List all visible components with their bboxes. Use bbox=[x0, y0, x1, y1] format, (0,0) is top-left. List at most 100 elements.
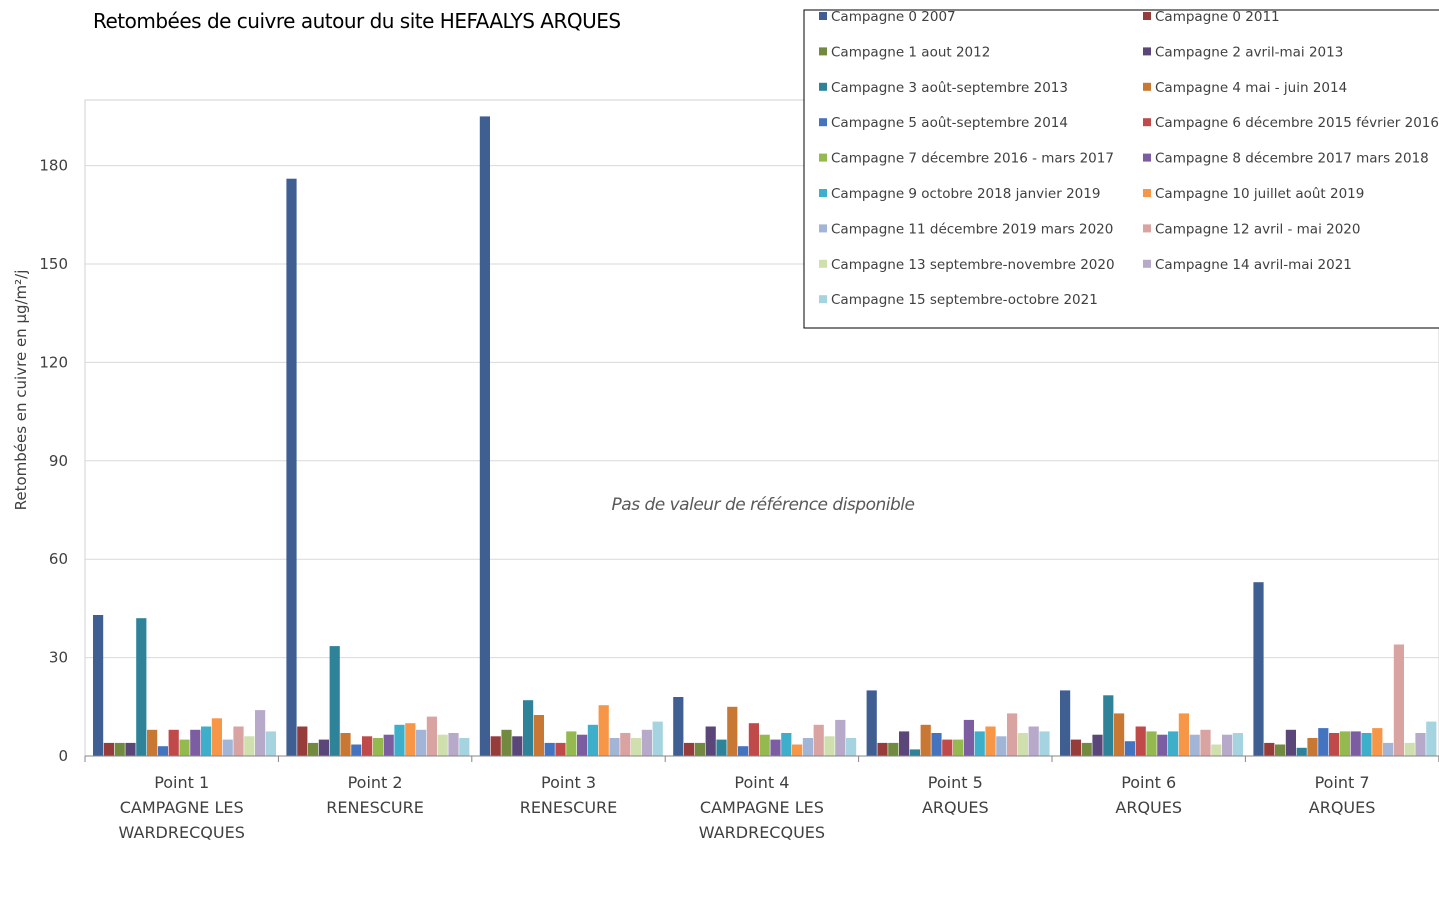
legend-swatch bbox=[819, 47, 827, 56]
bar bbox=[1296, 747, 1307, 756]
bar bbox=[297, 726, 308, 756]
bar bbox=[383, 734, 394, 756]
bar bbox=[308, 742, 319, 756]
legend-label: Campagne 1 aout 2012 bbox=[831, 44, 990, 60]
bar bbox=[147, 729, 158, 756]
legend-swatch bbox=[1143, 82, 1151, 91]
bar bbox=[1039, 731, 1050, 756]
y-tick-label: 120 bbox=[39, 353, 68, 371]
bar bbox=[114, 742, 125, 756]
x-tick-label: Point 7 bbox=[1315, 773, 1370, 792]
bar bbox=[211, 718, 222, 756]
bar bbox=[1114, 713, 1125, 756]
bar bbox=[1307, 738, 1318, 756]
bar bbox=[1350, 731, 1361, 756]
bar bbox=[1222, 734, 1233, 756]
x-tick-label: Point 5 bbox=[928, 773, 983, 792]
bar bbox=[1168, 731, 1179, 756]
legend-label: Campagne 3 août-septembre 2013 bbox=[831, 80, 1068, 96]
bar bbox=[244, 736, 255, 756]
bar bbox=[748, 723, 759, 756]
bar bbox=[157, 746, 168, 756]
legend-label: Campagne 5 août-septembre 2014 bbox=[831, 115, 1068, 131]
legend-label: Campagne 0 2007 bbox=[831, 9, 956, 25]
bar bbox=[1211, 744, 1222, 756]
bar bbox=[533, 715, 544, 756]
legend-swatch bbox=[819, 189, 827, 197]
legend: Campagne 0 2007 Campagne 0 2011 Campagne 1… bbox=[803, 9, 1439, 329]
bar bbox=[673, 697, 684, 756]
legend-label: Campagne 10 juillet août 2019 bbox=[1155, 186, 1364, 202]
bar bbox=[792, 744, 803, 756]
bar bbox=[1070, 739, 1081, 756]
bar bbox=[201, 726, 212, 756]
bar bbox=[813, 724, 824, 756]
x-tick-label: Point 3 bbox=[541, 773, 596, 792]
bar bbox=[996, 736, 1007, 756]
bar bbox=[1372, 728, 1383, 756]
bar bbox=[1081, 742, 1092, 756]
bar bbox=[265, 731, 276, 756]
chart-title: Retombées de cuivre autour du site HEFAA… bbox=[93, 9, 621, 33]
legend-swatch bbox=[1143, 153, 1151, 162]
bar bbox=[577, 734, 588, 756]
annotation-note: Pas de valeur de référence disponible bbox=[612, 495, 915, 515]
legend-swatch bbox=[819, 12, 827, 20]
bar bbox=[394, 724, 405, 756]
bar bbox=[351, 744, 362, 756]
y-tick-label: 60 bbox=[49, 550, 68, 568]
bar bbox=[566, 731, 577, 756]
bar bbox=[255, 710, 266, 756]
bar bbox=[641, 729, 652, 756]
bar bbox=[877, 742, 888, 756]
y-tick-label: 30 bbox=[49, 649, 68, 667]
legend-label: Campagne 2 avril-mai 2013 bbox=[1155, 44, 1343, 60]
legend-swatch bbox=[1143, 118, 1151, 127]
x-axis: Point 1 CAMPAGNE LES WARDRECQUES Point 2 REN… bbox=[84, 755, 1439, 842]
x-tick-label: Point 4 bbox=[734, 773, 789, 792]
gridlines bbox=[85, 165, 1439, 659]
bar bbox=[931, 733, 942, 756]
x-tick-label: RENESCURE bbox=[520, 798, 618, 817]
legend-swatch bbox=[1143, 47, 1151, 56]
bar bbox=[620, 733, 631, 756]
x-tick-label: WARDRECQUES bbox=[699, 823, 825, 842]
bar bbox=[93, 615, 104, 756]
bar bbox=[953, 739, 964, 756]
legend-swatch bbox=[1143, 259, 1151, 268]
legend-label: Campagne 15 septembre-octobre 2021 bbox=[831, 292, 1098, 308]
bar bbox=[1404, 742, 1415, 756]
y-tick-label: 150 bbox=[39, 255, 68, 273]
bar bbox=[942, 739, 953, 756]
bar bbox=[222, 739, 233, 756]
bar bbox=[179, 739, 190, 756]
bar bbox=[1092, 734, 1103, 756]
bar bbox=[426, 716, 437, 756]
legend-label: Campagne 8 décembre 2017 mars 2018 bbox=[1155, 151, 1429, 167]
bar bbox=[555, 742, 566, 756]
bar bbox=[340, 733, 351, 756]
bar bbox=[738, 746, 749, 756]
bar bbox=[1275, 744, 1286, 756]
y-tick-label: 90 bbox=[49, 452, 68, 470]
bar bbox=[190, 729, 201, 756]
bar bbox=[1124, 741, 1135, 756]
bar bbox=[405, 723, 416, 756]
bar bbox=[544, 742, 555, 756]
x-tick-label: WARDRECQUES bbox=[119, 823, 245, 842]
bar bbox=[652, 721, 663, 756]
bar bbox=[490, 736, 501, 756]
legend-label: Campagne 4 mai - juin 2014 bbox=[1155, 80, 1347, 96]
legend-swatch bbox=[1143, 189, 1151, 197]
bar bbox=[866, 690, 877, 756]
bar bbox=[985, 726, 996, 756]
bar bbox=[286, 178, 297, 756]
bar bbox=[1264, 742, 1275, 756]
x-tick-label: ARQUES bbox=[1115, 798, 1182, 817]
legend-label: Campagne 12 avril - mai 2020 bbox=[1155, 221, 1360, 237]
bar bbox=[1426, 721, 1437, 756]
bar bbox=[479, 116, 490, 756]
bar bbox=[1329, 733, 1340, 756]
bar bbox=[318, 739, 329, 756]
bar bbox=[1060, 690, 1071, 756]
